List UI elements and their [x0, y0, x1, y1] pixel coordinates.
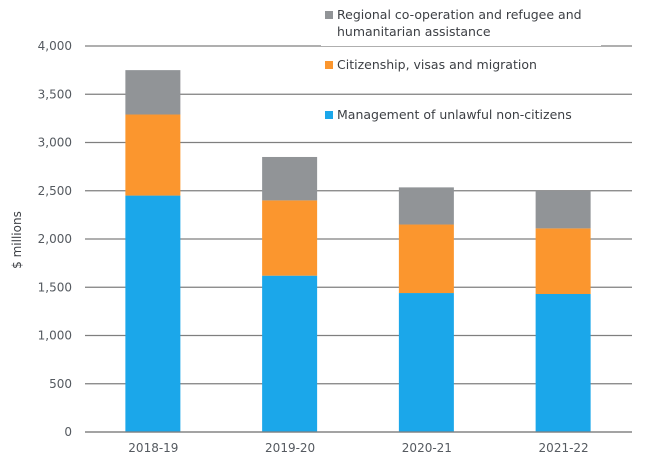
legend-background: [321, 106, 601, 129]
x-tick-label: 2019-20: [265, 441, 315, 455]
bar-segment: [398, 224, 454, 294]
bar-segment: [398, 187, 454, 225]
legend-label: Regional co-operation and refugee and: [337, 7, 582, 22]
legend-background: [321, 56, 601, 79]
legend-label: Citizenship, visas and migration: [337, 57, 537, 72]
y-tick-label: 3,000: [38, 136, 72, 150]
legend-background: [321, 6, 601, 46]
y-tick-label: 3,500: [38, 87, 72, 101]
x-tick-label: 2020-21: [402, 441, 452, 455]
bar-segment: [125, 70, 181, 115]
bar-segment: [535, 190, 591, 229]
y-tick-label: 1,000: [38, 329, 72, 343]
x-tick-label: 2021-22: [539, 441, 589, 455]
bar-segment: [262, 156, 318, 201]
bar-segment: [262, 275, 318, 432]
bar-segment: [398, 293, 454, 432]
legend-label: Management of unlawful non-citizens: [337, 107, 572, 122]
bar-segment: [125, 114, 181, 196]
legend-label: humanitarian assistance: [337, 24, 491, 39]
x-tick-label: 2018-19: [128, 441, 178, 455]
bar-segment: [535, 294, 591, 432]
x-axis-ticks: 2018-19 2019-20 2020-21 2021-22: [128, 441, 588, 455]
bars: [85, 70, 632, 433]
legend-swatch: [325, 111, 333, 119]
legend-swatch: [325, 61, 333, 69]
y-axis-ticks: 0 500 1,000 1,500 2,000 2,500 3,000 3,500 4,000: [38, 39, 72, 439]
y-axis-title: $ millions: [10, 211, 24, 269]
bar-segment: [125, 195, 181, 432]
y-tick-label: 2,500: [38, 184, 72, 198]
y-tick-label: 0: [64, 425, 72, 439]
legend-swatch: [325, 11, 333, 19]
y-tick-label: 2,000: [38, 232, 72, 246]
y-tick-label: 4,000: [38, 39, 72, 53]
legend: Regional co-operation and refugee and hum…: [321, 6, 601, 129]
y-tick-label: 500: [49, 377, 72, 391]
y-tick-label: 1,500: [38, 280, 72, 294]
bar-segment: [262, 200, 318, 276]
bar-segment: [535, 228, 591, 295]
